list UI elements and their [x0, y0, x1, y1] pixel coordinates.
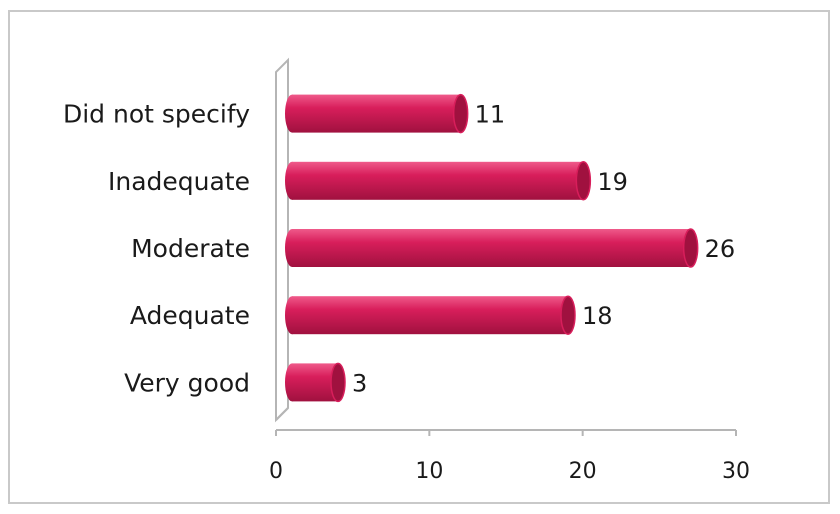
- bar-start-cap: [285, 363, 299, 402]
- bars: [285, 93, 699, 403]
- data-label: 18: [582, 302, 613, 330]
- category-label: Inadequate: [108, 167, 250, 196]
- category-label: Moderate: [131, 234, 250, 263]
- data-label: 11: [475, 101, 506, 129]
- category-label: Did not specify: [63, 100, 250, 129]
- bar-chart: 0 10 20 30 Very good 3 Adequate 18 Moderate 26 Ina…: [63, 57, 750, 484]
- bar-end-cap: [560, 295, 576, 335]
- labels: 0 10 20 30 Very good 3 Adequate 18 Moderate 26 Ina…: [63, 100, 750, 484]
- data-label: 19: [597, 168, 628, 196]
- category-label: Adequate: [130, 301, 250, 330]
- x-tick-label: 30: [722, 459, 750, 484]
- bar-start-cap: [285, 94, 299, 133]
- bar-body: [292, 296, 568, 335]
- data-label: 26: [705, 235, 736, 263]
- bar-end-cap: [452, 93, 469, 134]
- bar-end-cap: [575, 161, 592, 201]
- bar: [285, 93, 469, 134]
- x-tick-label: 0: [269, 459, 283, 484]
- bar-start-cap: [285, 161, 299, 200]
- x-tick-label: 10: [415, 459, 443, 484]
- bar-body: [292, 161, 584, 200]
- bar-end-cap: [682, 228, 699, 268]
- bar-end-cap: [330, 362, 346, 403]
- bar-start-cap: [285, 296, 299, 335]
- bar-body: [292, 229, 691, 267]
- bar: [285, 362, 346, 403]
- bar-start-cap: [285, 229, 299, 267]
- floor-edge: [275, 407, 289, 421]
- axes: [275, 57, 737, 436]
- data-label: 3: [352, 369, 367, 397]
- bar: [285, 161, 592, 201]
- bar-body: [292, 94, 461, 133]
- x-tick-label: 20: [569, 459, 597, 484]
- bar: [285, 228, 699, 268]
- category-label: Very good: [124, 368, 250, 397]
- chart-frame: 0 10 20 30 Very good 3 Adequate 18 Moderate 26 Ina…: [8, 10, 830, 504]
- bar: [285, 295, 576, 335]
